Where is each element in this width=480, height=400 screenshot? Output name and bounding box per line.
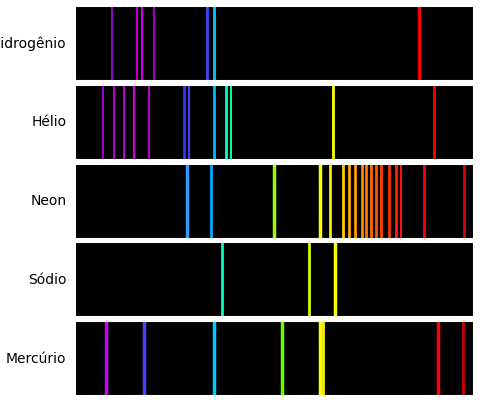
Text: Hidrogênio: Hidrogênio bbox=[0, 36, 66, 51]
Text: Neon: Neon bbox=[30, 194, 66, 208]
Text: Hélio: Hélio bbox=[31, 115, 66, 129]
Text: Mercúrio: Mercúrio bbox=[6, 352, 66, 366]
Text: Sódio: Sódio bbox=[28, 273, 66, 287]
